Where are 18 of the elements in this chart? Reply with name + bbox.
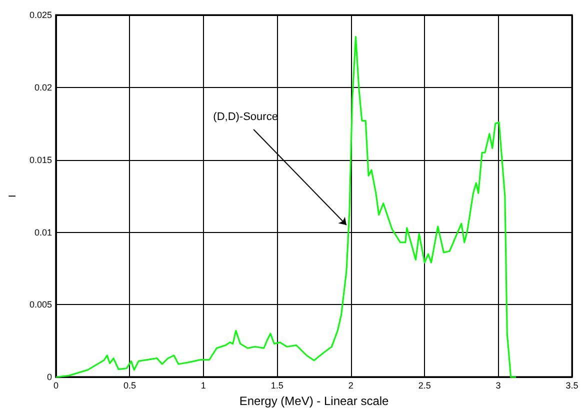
x-tick-label: 0.5 — [123, 380, 136, 391]
y-axis-title: I — [8, 194, 18, 198]
y-tick-label: 0 — [46, 372, 52, 382]
x-tick-label: 3 — [496, 380, 501, 391]
x-tick-label: 1.5 — [270, 380, 284, 391]
x-tick-label: 2 — [348, 380, 354, 391]
y-tick-label: 0.015 — [29, 154, 52, 165]
y-tick-label: 0.01 — [34, 227, 52, 238]
y-tick-label: 0.02 — [34, 82, 52, 92]
x-tick-label: 0 — [53, 380, 59, 391]
y-tick-label: 0.025 — [29, 10, 52, 20]
x-tick-label: 2.5 — [418, 380, 431, 391]
x-tick-label: 1 — [200, 380, 206, 391]
line-series — [55, 36, 517, 378]
x-axis-title: Energy (MeV) - Linear scale — [239, 394, 390, 408]
x-tick-label: 3.5 — [566, 380, 578, 391]
y-tick-label: 0.005 — [29, 300, 52, 310]
annotation: (D,D)-Source — [213, 111, 278, 124]
